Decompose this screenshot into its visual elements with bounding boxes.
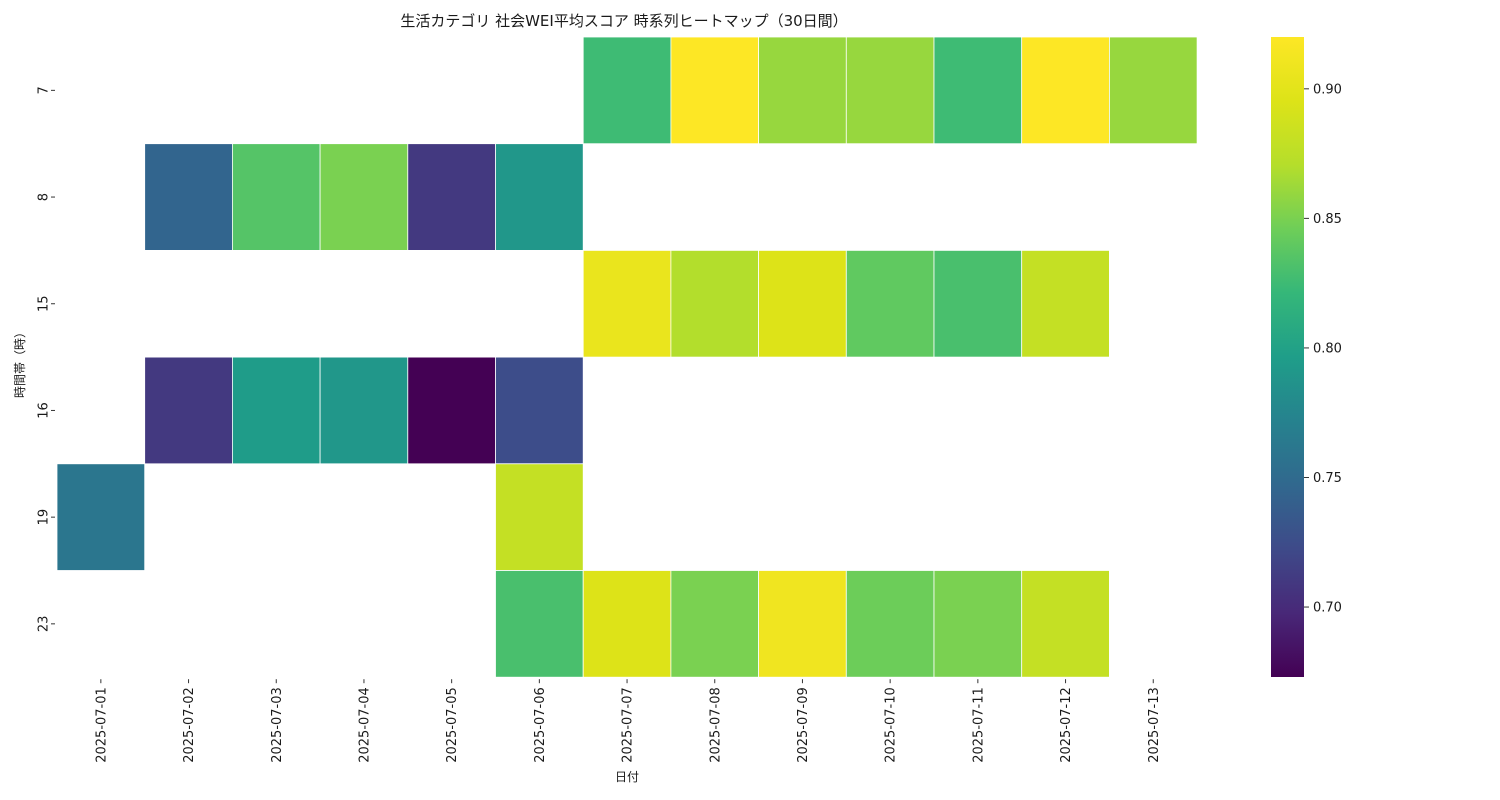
heatmap-cell [407, 356, 496, 465]
colorbar-tick-label: 0.90 [1313, 82, 1342, 97]
heatmap-cell [495, 463, 584, 571]
heatmap-cell [495, 570, 584, 678]
heatmap-cell [758, 36, 847, 145]
y-tick-label: 23 [37, 616, 52, 633]
heatmap-cell [144, 356, 233, 465]
heatmap-cell [144, 143, 233, 251]
colorbar-ticks: 0.70 0.75 0.80 0.85 0.90 [1304, 82, 1342, 616]
heatmap-cell [758, 249, 847, 358]
y-tick-label: 19 [37, 509, 52, 526]
colorbar-tick-label: 0.70 [1313, 601, 1342, 616]
x-tick-label: 2025-07-05 [445, 687, 460, 763]
chart-title: 生活カテゴリ 社会WEI平均スコア 時系列ヒートマップ（30日間） [400, 12, 848, 30]
heatmap-cell [1021, 249, 1110, 358]
heatmap-cell [319, 356, 409, 465]
y-axis-title: 時間帯（時） [13, 326, 27, 398]
colorbar-tick-label: 0.80 [1313, 341, 1342, 356]
x-tick-label: 2025-07-09 [796, 687, 811, 763]
colorbar [1271, 37, 1304, 677]
x-tick-label: 2025-07-11 [971, 687, 986, 763]
heatmap-cell [845, 36, 935, 145]
heatmap-cell [319, 143, 409, 251]
x-tick-label: 2025-07-13 [1147, 687, 1162, 763]
heatmap-cells [56, 36, 1198, 678]
x-tick-label: 2025-07-07 [621, 687, 636, 763]
heatmap-cell [758, 570, 847, 678]
heatmap-cell [933, 570, 1023, 678]
heatmap-cell [933, 249, 1023, 358]
heatmap-cell [670, 36, 760, 145]
x-axis-title: 日付 [615, 770, 639, 784]
heatmap-cell [495, 356, 584, 465]
heatmap-cell [56, 463, 146, 571]
x-tick-label: 2025-07-10 [884, 687, 899, 763]
heatmap-cell [1021, 36, 1110, 145]
heatmap-cell [933, 36, 1023, 145]
colorbar-tick-label: 0.85 [1313, 212, 1342, 227]
x-tick-label: 2025-07-03 [270, 687, 285, 763]
x-tick-label: 2025-07-01 [94, 687, 109, 763]
heatmap-cell [582, 249, 672, 358]
y-tick-label: 15 [37, 295, 52, 312]
heatmap-cell [231, 356, 321, 465]
y-tick-label: 8 [37, 193, 52, 201]
heatmap-cell [495, 143, 584, 251]
heatmap-cell [582, 36, 672, 145]
x-tick-label: 2025-07-12 [1059, 687, 1074, 763]
x-tick-label: 2025-07-02 [182, 687, 197, 763]
heatmap-cell [231, 143, 321, 251]
x-tick-label: 2025-07-04 [358, 687, 373, 763]
heatmap-cell [845, 249, 935, 358]
y-tick-label: 16 [37, 402, 52, 419]
x-tick-label: 2025-07-06 [533, 687, 548, 763]
heatmap-cell [407, 143, 496, 251]
heatmap-cell [845, 570, 935, 678]
heatmap-cell [1021, 570, 1110, 678]
x-tick-label: 2025-07-08 [708, 687, 723, 763]
heatmap-cell [582, 570, 672, 678]
colorbar-tick-label: 0.75 [1313, 471, 1342, 486]
y-tick-label: 7 [37, 86, 52, 94]
x-axis-ticks: 2025-07-01 2025-07-02 2025-07-03 2025-07-04… [94, 679, 1162, 763]
y-axis-ticks: 7 8 15 16 19 23 [37, 86, 55, 632]
heatmap-cell [1109, 36, 1198, 145]
heatmap-cell [670, 249, 760, 358]
heatmap-cell [670, 570, 760, 678]
